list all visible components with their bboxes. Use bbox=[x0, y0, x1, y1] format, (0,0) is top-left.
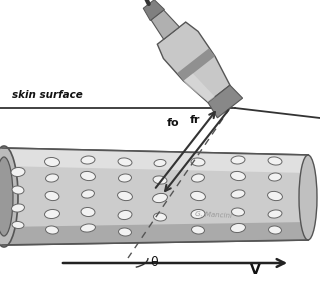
Polygon shape bbox=[157, 22, 230, 103]
Ellipse shape bbox=[12, 204, 24, 212]
Polygon shape bbox=[2, 148, 308, 173]
Text: θ: θ bbox=[150, 256, 158, 269]
Ellipse shape bbox=[45, 174, 59, 182]
Ellipse shape bbox=[11, 167, 25, 176]
Ellipse shape bbox=[12, 186, 24, 194]
Ellipse shape bbox=[0, 146, 18, 247]
Polygon shape bbox=[2, 148, 308, 245]
Ellipse shape bbox=[81, 171, 95, 181]
Polygon shape bbox=[151, 10, 180, 39]
Ellipse shape bbox=[299, 155, 317, 240]
Text: G. Mancini: G. Mancini bbox=[195, 211, 232, 219]
Ellipse shape bbox=[118, 174, 132, 182]
Ellipse shape bbox=[81, 207, 95, 217]
Ellipse shape bbox=[81, 156, 95, 164]
Polygon shape bbox=[143, 0, 164, 21]
Ellipse shape bbox=[44, 157, 60, 167]
Ellipse shape bbox=[191, 158, 205, 166]
Ellipse shape bbox=[192, 226, 204, 234]
Polygon shape bbox=[2, 222, 308, 245]
Ellipse shape bbox=[118, 158, 132, 166]
Ellipse shape bbox=[268, 226, 282, 234]
Ellipse shape bbox=[117, 191, 132, 201]
Ellipse shape bbox=[268, 191, 283, 201]
Ellipse shape bbox=[268, 173, 282, 181]
Ellipse shape bbox=[231, 208, 244, 216]
Ellipse shape bbox=[82, 190, 94, 198]
Ellipse shape bbox=[45, 191, 59, 201]
Text: V: V bbox=[250, 263, 261, 277]
Polygon shape bbox=[183, 74, 215, 103]
Ellipse shape bbox=[230, 223, 245, 233]
Ellipse shape bbox=[45, 226, 59, 234]
Ellipse shape bbox=[118, 228, 132, 236]
Text: fo: fo bbox=[167, 118, 180, 128]
Ellipse shape bbox=[191, 191, 205, 201]
Ellipse shape bbox=[12, 221, 24, 228]
Ellipse shape bbox=[153, 176, 167, 184]
Ellipse shape bbox=[231, 156, 245, 164]
Ellipse shape bbox=[268, 157, 282, 165]
Ellipse shape bbox=[230, 171, 245, 181]
Ellipse shape bbox=[231, 190, 245, 198]
Text: skin surface: skin surface bbox=[12, 90, 83, 100]
Polygon shape bbox=[208, 85, 243, 118]
Ellipse shape bbox=[44, 209, 60, 219]
Ellipse shape bbox=[191, 209, 205, 219]
Polygon shape bbox=[177, 48, 215, 81]
Ellipse shape bbox=[192, 174, 204, 182]
Ellipse shape bbox=[0, 157, 13, 236]
Ellipse shape bbox=[268, 210, 282, 218]
Ellipse shape bbox=[118, 210, 132, 219]
Ellipse shape bbox=[154, 213, 166, 221]
Text: fr: fr bbox=[190, 115, 201, 125]
Ellipse shape bbox=[81, 224, 95, 232]
Ellipse shape bbox=[154, 160, 166, 167]
Ellipse shape bbox=[153, 193, 167, 203]
